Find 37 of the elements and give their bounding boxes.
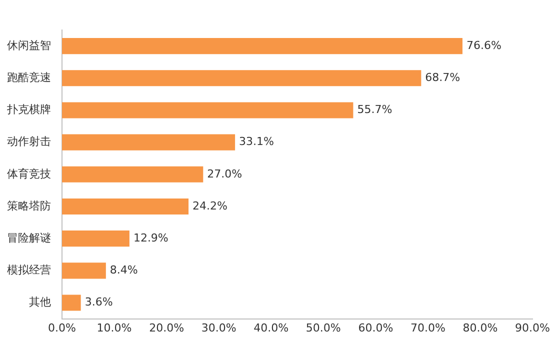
bar [62, 38, 462, 54]
y-tick-label: 动作射击 [7, 135, 51, 148]
x-tick-label: 0.0% [48, 321, 76, 334]
bar [62, 102, 354, 118]
y-tick-label: 跑酷竞速 [7, 70, 51, 84]
data-label: 55.7% [357, 103, 392, 116]
x-tick-label: 80.0% [462, 321, 498, 334]
data-label: 24.2% [192, 199, 228, 212]
bar [62, 230, 130, 247]
x-tick-label: 40.0% [254, 321, 289, 334]
bar [62, 294, 81, 311]
bar [62, 134, 236, 150]
x-tick-label: 20.0% [149, 321, 184, 334]
data-label: 27.0% [207, 167, 242, 180]
y-tick-label: 休闲益智 [7, 38, 51, 52]
bar [62, 262, 106, 279]
x-tick-label: 50.0% [306, 321, 341, 334]
x-tick-label: 10.0% [96, 321, 132, 334]
data-label: 12.9% [133, 231, 168, 244]
x-tick-label: 70.0% [410, 321, 446, 334]
data-label: 3.6% [84, 296, 113, 309]
bar [62, 198, 189, 215]
y-tick-label: 体育竞技 [7, 167, 51, 180]
x-tick-label: 60.0% [358, 321, 394, 334]
data-label: 8.4% [110, 264, 138, 277]
bar [62, 166, 204, 182]
x-tick-label: 30.0% [201, 321, 236, 334]
data-label: 76.6% [466, 38, 502, 52]
data-label: 68.7% [425, 70, 460, 84]
y-tick-label: 冒险解谜 [7, 231, 51, 244]
x-tick-label: 90.0% [515, 321, 550, 334]
y-tick-label: 策略塔防 [7, 199, 51, 212]
y-tick-label: 其他 [29, 296, 51, 309]
data-label: 33.1% [239, 135, 274, 148]
y-tick-label: 扑克棋牌 [6, 103, 51, 116]
y-tick-label: 模拟经营 [7, 264, 51, 277]
bar [62, 70, 422, 86]
